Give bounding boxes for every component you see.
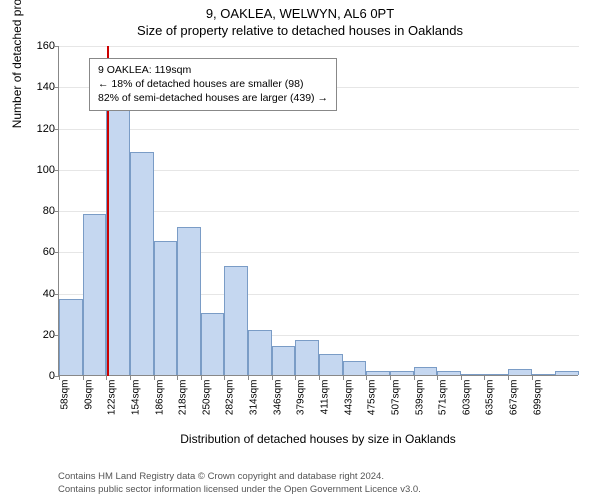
histogram-bar: [343, 361, 367, 375]
x-tick-label: 154sqm: [130, 380, 141, 430]
x-tick-label: 539sqm: [414, 380, 425, 430]
gridline-h: [59, 129, 579, 130]
y-tick-label: 40: [25, 288, 55, 300]
histogram-bar: [366, 371, 390, 375]
histogram-bar: [130, 152, 154, 375]
x-tick-label: 475sqm: [367, 380, 378, 430]
annotation-line: 82% of semi-detached houses are larger (…: [98, 91, 328, 105]
x-tick-label: 379sqm: [296, 380, 307, 430]
histogram-bar: [248, 330, 272, 375]
y-tick-label: 140: [25, 81, 55, 93]
x-tick-label: 443sqm: [343, 380, 354, 430]
x-tick-label: 186sqm: [154, 380, 165, 430]
y-tick-label: 0: [25, 370, 55, 382]
y-tick-label: 120: [25, 123, 55, 135]
histogram-bar: [106, 86, 130, 375]
histogram-bar: [437, 371, 461, 375]
x-tick-label: 314sqm: [249, 380, 260, 430]
y-tick-label: 20: [25, 329, 55, 341]
histogram-bar: [224, 266, 248, 375]
x-tick-label: 699sqm: [532, 380, 543, 430]
x-tick-label: 218sqm: [178, 380, 189, 430]
chart-supertitle: 9, OAKLEA, WELWYN, AL6 0PT: [0, 0, 600, 21]
histogram-bar: [177, 227, 201, 376]
x-tick-label: 603sqm: [461, 380, 472, 430]
x-axis-label: Distribution of detached houses by size …: [58, 432, 578, 446]
annotation-callout: 9 OAKLEA: 119sqm← 18% of detached houses…: [89, 58, 337, 111]
attribution-text: Contains HM Land Registry data © Crown c…: [58, 471, 578, 496]
y-tick-mark: [54, 46, 59, 47]
x-tick-label: 90sqm: [83, 380, 94, 430]
x-tick-label: 411sqm: [320, 380, 331, 430]
plot-region: 02040608010012014016058sqm90sqm122sqm154…: [58, 46, 578, 376]
attribution-line-2: Contains public sector information licen…: [58, 484, 578, 496]
histogram-bar: [532, 374, 556, 375]
annotation-line: ← 18% of detached houses are smaller (98…: [98, 77, 328, 91]
x-tick-label: 122sqm: [107, 380, 118, 430]
y-tick-label: 60: [25, 246, 55, 258]
histogram-bar: [272, 346, 296, 375]
histogram-bar: [461, 374, 485, 375]
chart-container: 9, OAKLEA, WELWYN, AL6 0PT Size of prope…: [0, 0, 600, 500]
histogram-bar: [484, 374, 508, 375]
x-tick-label: 250sqm: [201, 380, 212, 430]
attribution-line-1: Contains HM Land Registry data © Crown c…: [58, 471, 578, 483]
y-tick-mark: [54, 170, 59, 171]
x-tick-label: 635sqm: [485, 380, 496, 430]
x-tick-label: 667sqm: [509, 380, 520, 430]
histogram-bar: [555, 371, 579, 375]
x-tick-label: 507sqm: [390, 380, 401, 430]
histogram-bar: [508, 369, 532, 375]
chart-subtitle: Size of property relative to detached ho…: [0, 21, 600, 38]
x-tick-label: 58sqm: [60, 380, 71, 430]
x-tick-label: 571sqm: [438, 380, 449, 430]
histogram-bar: [319, 354, 343, 375]
x-tick-label: 282sqm: [225, 380, 236, 430]
histogram-bar: [154, 241, 178, 375]
y-tick-label: 160: [25, 40, 55, 52]
chart-area: Number of detached properties 0204060801…: [58, 46, 578, 416]
y-axis-label: Number of detached properties: [10, 0, 24, 128]
x-tick-label: 346sqm: [272, 380, 283, 430]
histogram-bar: [390, 371, 414, 375]
annotation-line: 9 OAKLEA: 119sqm: [98, 63, 328, 77]
histogram-bar: [59, 299, 83, 375]
histogram-bar: [83, 214, 107, 375]
histogram-bar: [414, 367, 438, 375]
y-tick-mark: [54, 294, 59, 295]
histogram-bar: [201, 313, 225, 375]
y-tick-mark: [54, 87, 59, 88]
histogram-bar: [295, 340, 319, 375]
y-tick-mark: [54, 129, 59, 130]
y-tick-label: 80: [25, 205, 55, 217]
gridline-h: [59, 46, 579, 47]
y-tick-mark: [54, 211, 59, 212]
y-tick-mark: [54, 252, 59, 253]
y-tick-label: 100: [25, 164, 55, 176]
